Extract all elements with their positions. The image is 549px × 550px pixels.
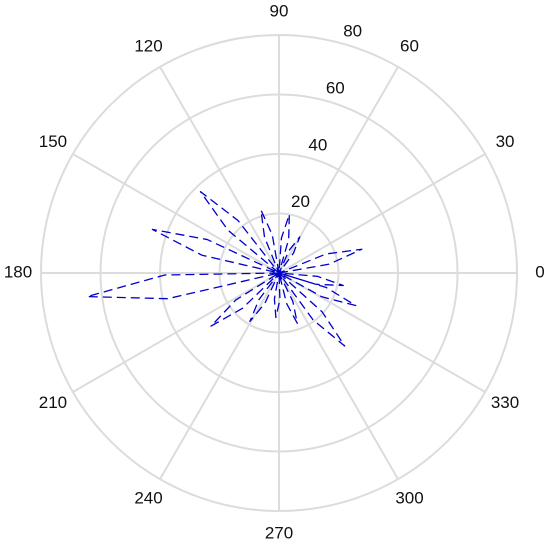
theta-tick-label: 330	[491, 393, 519, 412]
grid-circle	[40, 34, 518, 512]
theta-tick-label: 90	[270, 1, 289, 20]
theta-tick-label: 60	[400, 36, 419, 55]
grid-circle	[159, 153, 399, 393]
theta-tick-label: 270	[265, 523, 293, 542]
theta-tick-label: 240	[134, 489, 162, 508]
theta-tick-label: 120	[134, 36, 162, 55]
r-tick-label: 60	[326, 78, 345, 97]
theta-tick-label: 150	[39, 132, 67, 151]
grid-circle	[218, 212, 340, 334]
r-tick-label: 20	[291, 192, 310, 211]
r-tick-label: 80	[343, 21, 362, 40]
data-line	[86, 191, 363, 347]
theta-tick-label: 210	[39, 393, 67, 412]
theta-tick-label: 30	[496, 132, 515, 151]
theta-tick-label: 300	[395, 489, 423, 508]
theta-tick-label: 0	[535, 262, 544, 281]
grid-circle	[99, 93, 459, 453]
theta-tick-label: 180	[4, 262, 32, 281]
r-tick-label: 40	[308, 135, 327, 154]
